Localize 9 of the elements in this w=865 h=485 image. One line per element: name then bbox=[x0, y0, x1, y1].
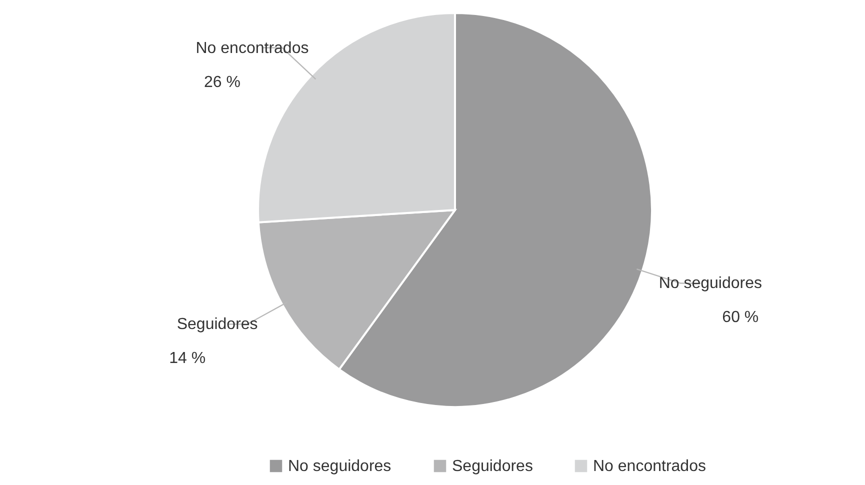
data-label: 60 % bbox=[722, 309, 759, 326]
slice-label: Seguidores bbox=[176, 316, 258, 334]
slice-label: No encontrados bbox=[196, 40, 309, 57]
data-label: 14 % bbox=[169, 350, 206, 368]
legend-label: No encontrados bbox=[593, 458, 706, 475]
legend-label: No seguidores bbox=[288, 458, 392, 475]
legend-label: Seguidores bbox=[452, 458, 533, 475]
data-label: 26 % bbox=[204, 74, 240, 91]
slice-label: No seguidores bbox=[658, 275, 762, 292]
